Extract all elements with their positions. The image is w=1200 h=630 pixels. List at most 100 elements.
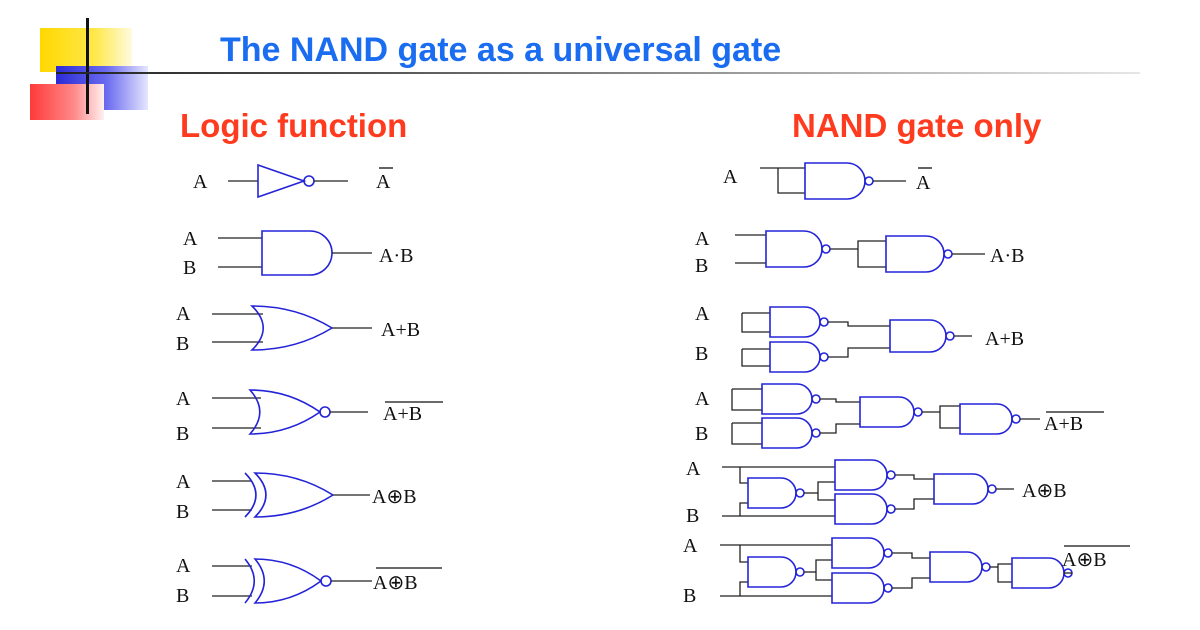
wire xyxy=(815,559,832,572)
wire xyxy=(817,481,835,493)
label-input-b: B xyxy=(686,505,699,527)
wire xyxy=(939,405,960,412)
label-output-nor: A+B xyxy=(383,403,422,425)
nand-gate xyxy=(831,537,885,569)
label-output-xnor: A⊕B xyxy=(1062,549,1107,571)
or-gate xyxy=(250,305,334,351)
nand-gate xyxy=(859,396,915,428)
label-output-or: A+B xyxy=(381,319,420,341)
label-output-xnor: A⊕B xyxy=(373,572,418,594)
inversion-bubble xyxy=(811,428,821,438)
label-input-a: A xyxy=(695,388,710,410)
label-input-b: B xyxy=(176,501,189,523)
nand-gate xyxy=(834,459,888,491)
wire xyxy=(857,249,886,268)
left-heading: Logic function xyxy=(180,107,408,144)
wire xyxy=(817,493,835,501)
wire xyxy=(739,545,748,563)
nand-gate xyxy=(933,473,989,505)
wire xyxy=(892,577,930,589)
label-input-b: B xyxy=(695,423,708,445)
inversion-bubble xyxy=(819,317,829,327)
xor-input-arc xyxy=(244,558,256,604)
label-input-b: B xyxy=(683,585,696,607)
wire xyxy=(857,240,886,249)
wire xyxy=(739,581,748,596)
nand-gate xyxy=(831,572,885,604)
wire xyxy=(777,168,805,194)
nand-gate xyxy=(804,162,866,200)
inversion-bubble xyxy=(819,352,829,362)
wire xyxy=(741,313,770,333)
inversion-bubble xyxy=(886,504,896,514)
label-input-a: A xyxy=(723,166,738,188)
nand-gate xyxy=(959,403,1013,435)
nand-gate xyxy=(747,477,797,509)
slide-title: The NAND gate as a universal gate xyxy=(220,31,782,69)
label-input-a: A xyxy=(193,171,208,193)
label-input-b: B xyxy=(695,343,708,365)
inversion-bubble xyxy=(811,394,821,404)
inversion-bubble xyxy=(886,470,896,480)
nand-gate xyxy=(834,493,888,525)
nor-gate xyxy=(248,389,322,435)
wire xyxy=(739,467,748,484)
wire xyxy=(828,347,890,358)
right-heading: NAND gate only xyxy=(792,107,1042,144)
inversion-bubble xyxy=(320,575,332,587)
inversion-bubble xyxy=(1011,414,1021,424)
and-gate xyxy=(261,230,333,276)
wire xyxy=(997,563,1012,567)
nand-gate xyxy=(885,235,945,273)
label-input-a: A xyxy=(176,471,191,493)
nand-gate xyxy=(761,383,813,415)
wire xyxy=(820,423,860,434)
inversion-bubble xyxy=(945,331,955,341)
decor-vertical-line xyxy=(86,18,89,114)
label-output-or: A+B xyxy=(985,328,1024,350)
wire xyxy=(741,349,770,367)
inversion-bubble xyxy=(987,484,997,494)
decor-red-square xyxy=(30,84,104,120)
wire xyxy=(731,423,762,445)
inversion-bubble xyxy=(913,407,923,417)
wire xyxy=(739,502,748,516)
nand-gate xyxy=(929,551,983,583)
nand-gate xyxy=(765,230,823,268)
label-input-a: A xyxy=(176,555,191,577)
label-output-nor: A+B xyxy=(1044,413,1083,435)
inversion-bubble xyxy=(795,567,805,577)
label-input-a: A xyxy=(686,458,701,480)
title-rule xyxy=(56,72,1140,74)
label-input-a: A xyxy=(183,228,198,250)
inversion-bubble xyxy=(319,406,331,418)
xor-input-arc xyxy=(244,472,257,518)
label-output-not-a: A xyxy=(376,171,391,193)
nand-gate xyxy=(761,417,813,449)
inversion-bubble xyxy=(943,249,953,259)
xor-gate xyxy=(253,472,335,518)
label-input-b: B xyxy=(176,423,189,445)
inversion-bubble xyxy=(864,176,874,186)
nand-gate xyxy=(769,306,821,338)
label-input-a: A xyxy=(695,228,710,250)
label-output-not-a: A xyxy=(916,172,931,194)
wire xyxy=(820,398,860,403)
wire xyxy=(939,412,960,429)
label-input-b: B xyxy=(176,333,189,355)
label-output-xor: A⊕B xyxy=(1022,480,1067,502)
nand-gate xyxy=(1011,557,1065,589)
label-input-a: A xyxy=(695,303,710,325)
nand-gate xyxy=(747,556,797,588)
wire xyxy=(895,498,934,510)
wire xyxy=(828,321,890,327)
label-input-b: B xyxy=(176,585,189,607)
nand-gate xyxy=(889,319,947,353)
inversion-bubble xyxy=(883,583,893,593)
nand-gate xyxy=(769,341,821,373)
wire xyxy=(895,474,934,480)
label-output-and: A·B xyxy=(990,245,1024,267)
inversion-bubble xyxy=(883,548,893,558)
label-input-a: A xyxy=(176,388,191,410)
